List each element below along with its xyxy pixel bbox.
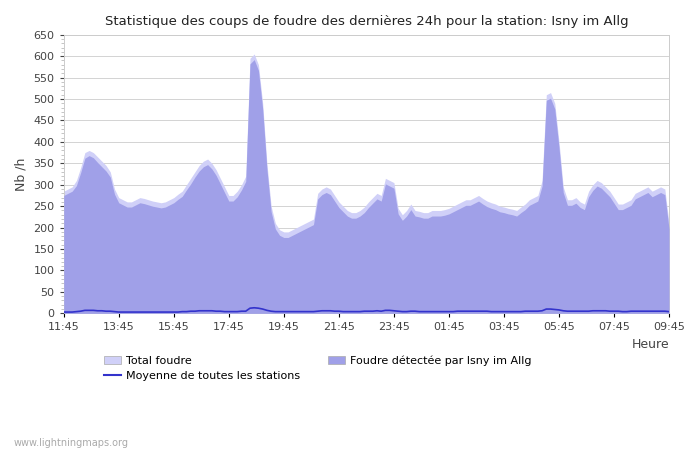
Title: Statistique des coups de foudre des dernières 24h pour la station: Isny im Allg: Statistique des coups de foudre des dern… [104,15,628,28]
X-axis label: Heure: Heure [631,338,669,351]
Legend: Total foudre, Moyenne de toutes les stations, Foudre détectée par Isny im Allg: Total foudre, Moyenne de toutes les stat… [104,355,532,381]
Y-axis label: Nb /h: Nb /h [15,158,28,191]
Text: www.lightningmaps.org: www.lightningmaps.org [14,438,129,448]
